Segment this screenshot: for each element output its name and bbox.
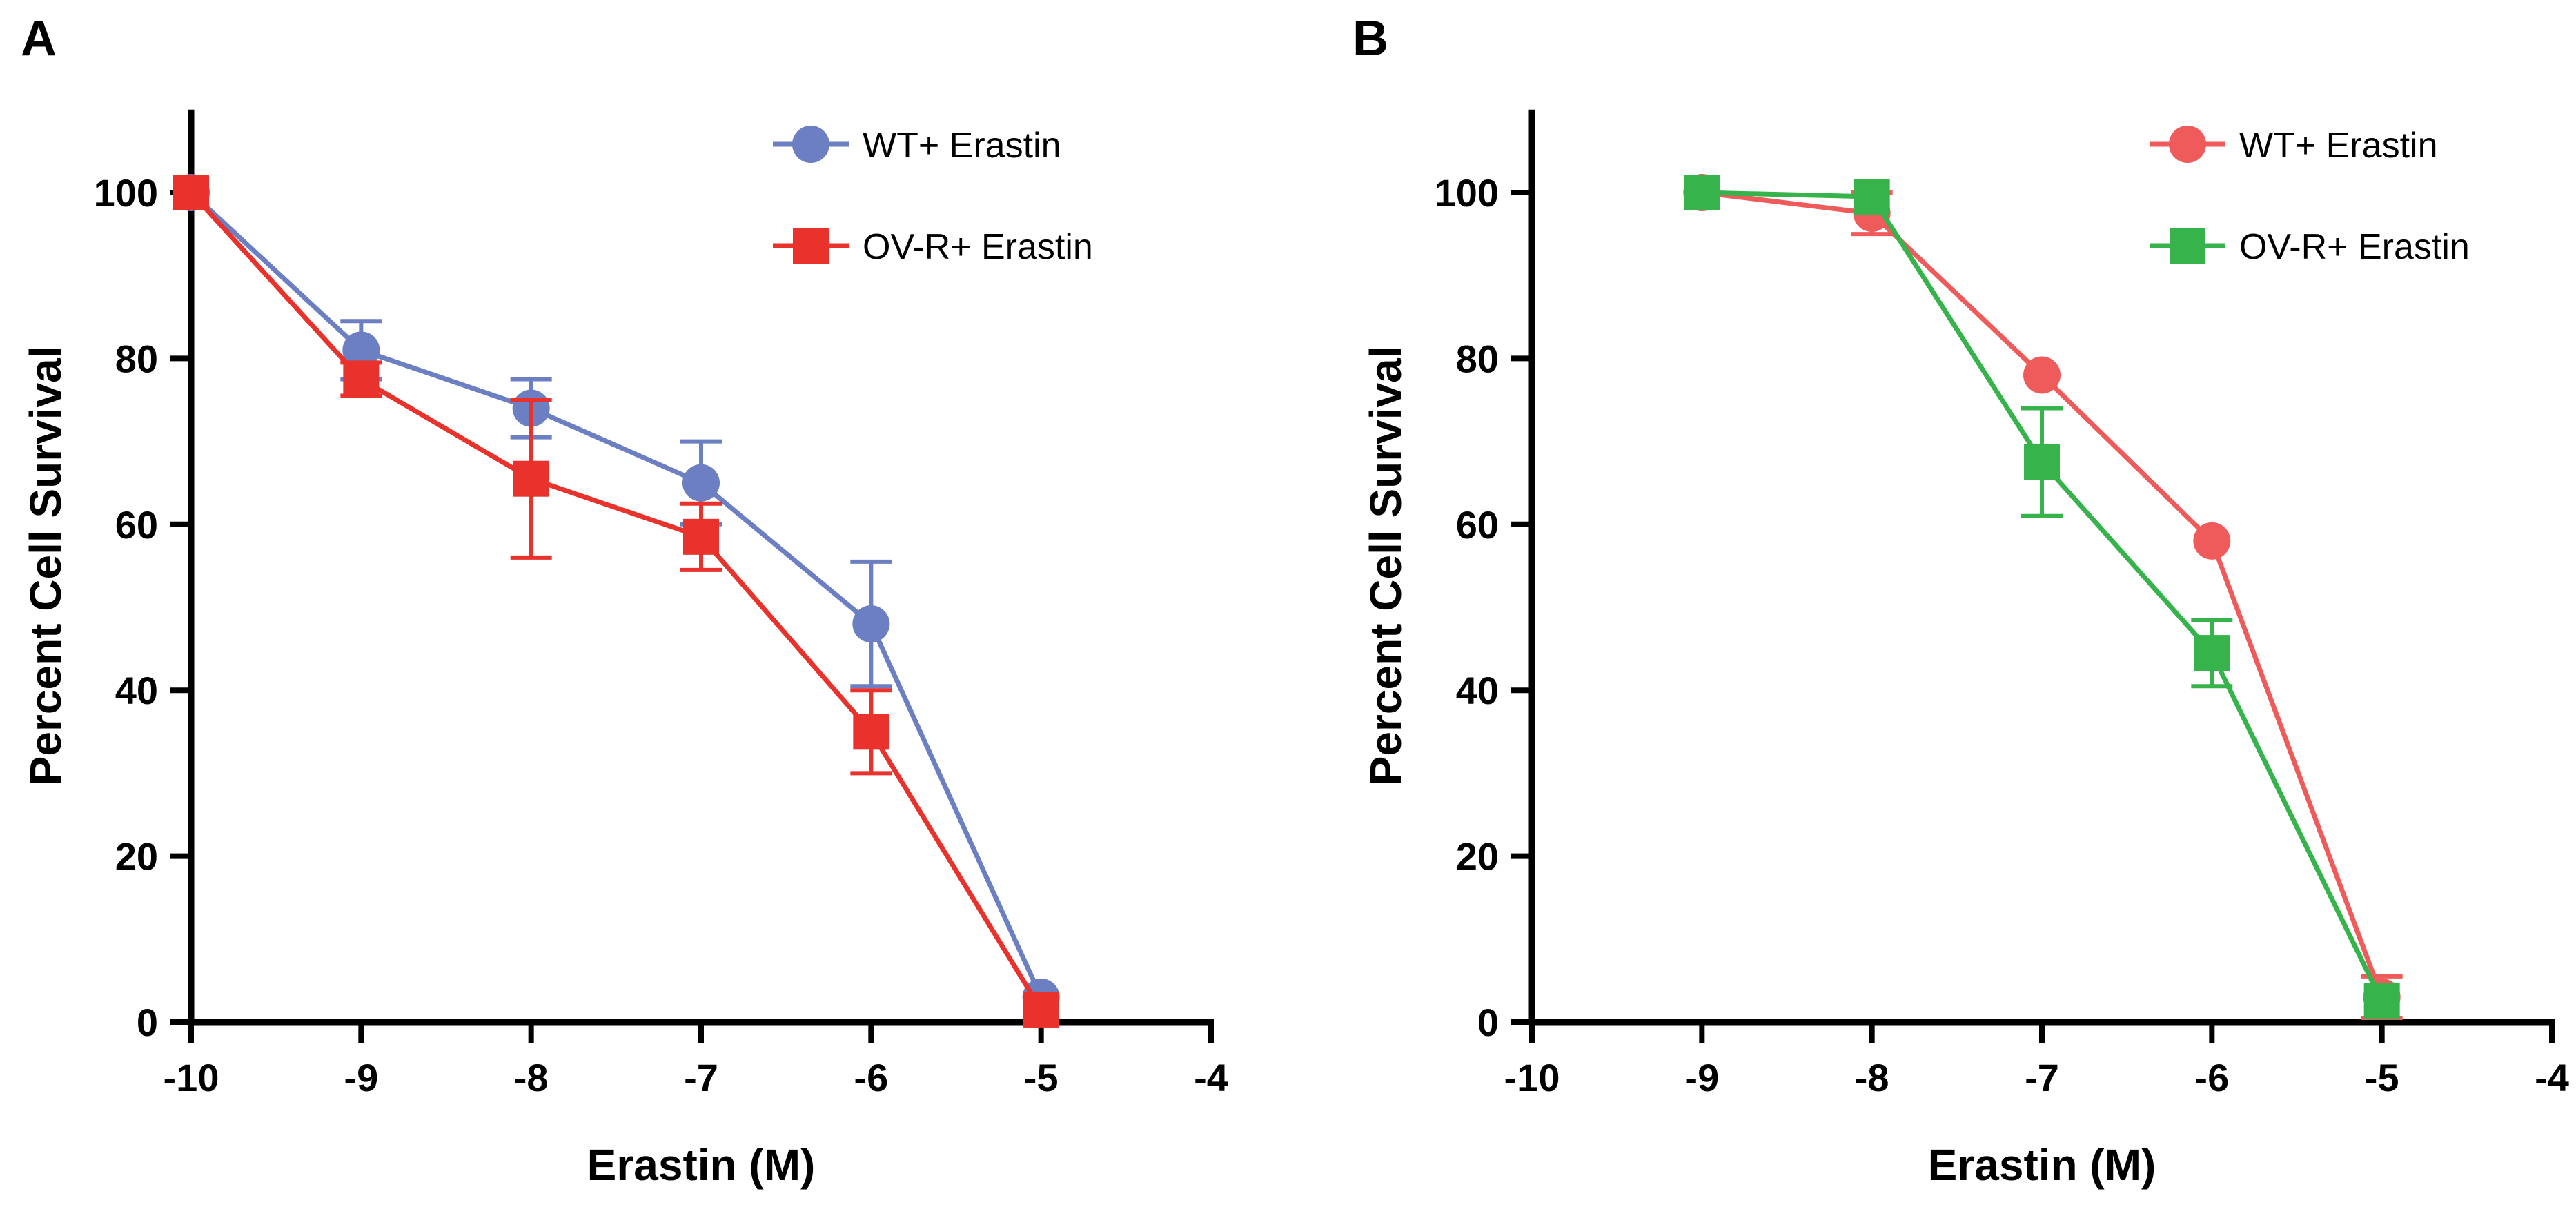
legend-marker-square [793,228,829,264]
y-tick-label: 60 [115,503,158,547]
y-tick-label: 40 [1456,669,1499,712]
y-tick-label: 100 [1435,171,1499,215]
data-point-square [173,175,209,210]
y-tick-label: 20 [115,835,158,879]
series-line [1702,190,2384,1003]
y-tick-label: 0 [1477,1001,1499,1044]
data-point-square [343,361,380,398]
data-point-square [2024,444,2060,480]
legend-label: OV-R+ Erastin [2239,227,2470,267]
x-tick-label: -7 [684,1056,718,1099]
x-tick-label: -6 [854,1056,888,1099]
legend-item: WT+ Erastin [773,126,1061,166]
x-axis-title: Erastin (M) [587,1140,816,1190]
y-tick-label: 80 [1456,337,1499,380]
series-wt-erastin [1683,174,2403,1020]
series-ovr-erastin [1684,175,2400,1019]
legend-item: OV-R+ Erastin [773,227,1093,267]
panel-b: B -10 -9 -8 -7 -6 -5 -4 0 20 40 60 80 100 Erastin (M) P… [1353,11,2569,1190]
data-point-circle [682,464,720,502]
data-point-circle [852,605,890,643]
data-point-circle [2193,522,2231,560]
data-point-square [1854,179,1890,215]
y-tick-label: 60 [1456,503,1499,547]
series-ovr-erastin [173,175,1059,1028]
data-point-square [853,714,889,750]
y-tick-label: 20 [1456,835,1499,879]
legend-label: OV-R+ Erastin [863,227,1093,267]
data-point-circle [2023,356,2061,394]
series-wt-erastin [173,174,1060,1016]
data-point-square [683,518,719,555]
panel-label: A [21,11,57,66]
x-tick-label: -4 [1194,1056,1228,1099]
y-tick-label: 0 [137,1001,158,1044]
x-tick-label: -8 [1855,1056,1889,1099]
x-tick-label: -10 [164,1056,219,1099]
panel-a: A -10 -9 -8 -7 -6 -5 -4 0 20 40 60 80 100 Erastin (M) P… [21,11,1228,1190]
x-tick-label: -8 [514,1056,549,1099]
y-axis-title: Percent Cell Survival [21,346,70,786]
y-tick-label: 40 [115,669,158,712]
series-line [189,190,1043,1011]
series-line [189,190,1043,999]
x-tick-label: -5 [2365,1056,2399,1099]
x-tick-label: -10 [1504,1056,1560,1099]
x-tick-label: -6 [2194,1056,2229,1099]
x-tick-label: -5 [1024,1056,1059,1099]
x-tick-label: -9 [1684,1056,1719,1099]
data-point-square [2194,635,2230,671]
data-point-square [513,460,549,497]
data-point-square [1023,991,1059,1028]
data-point-square [1684,175,1720,210]
legend-item: WT+ Erastin [2150,126,2438,166]
legend-label: WT+ Erastin [2239,126,2438,166]
legend-marker-circle [792,126,829,163]
series-line [1701,190,2384,999]
panel-label: B [1353,11,1388,66]
y-axis-title: Percent Cell Survival [1361,346,1410,786]
y-tick-label: 100 [94,171,158,215]
y-tick-label: 80 [115,337,158,380]
data-point-square [2363,983,2400,1019]
x-axis-title: Erastin (M) [1928,1140,2156,1190]
x-tick-label: -7 [2025,1056,2059,1099]
x-tick-label: -9 [344,1056,378,1099]
legend-marker-circle [2169,126,2206,163]
legend-label: WT+ Erastin [863,126,1061,166]
legend-item: OV-R+ Erastin [2150,227,2470,267]
data-point-circle [342,331,380,369]
legend-marker-square [2170,228,2205,264]
x-tick-label: -4 [2535,1056,2569,1099]
